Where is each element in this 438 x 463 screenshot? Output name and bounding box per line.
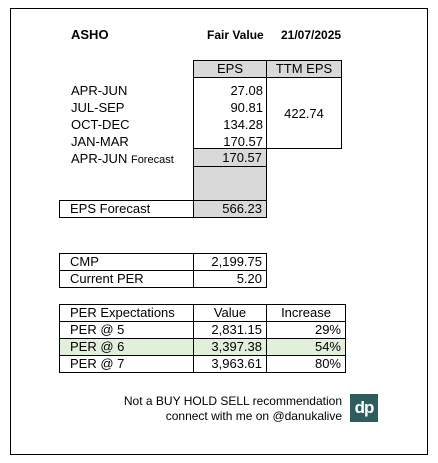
forecast-quarter-main: APR-JUN	[71, 151, 128, 166]
quarter-label: APR-JUN	[71, 83, 128, 98]
ticker-title: ASHO	[71, 27, 109, 42]
ttm-eps-box	[266, 77, 342, 149]
quarter-label: JAN-MAR	[71, 134, 129, 149]
per-expectations-header: PER Expectations	[59, 304, 194, 322]
quarter-label: OCT-DEC	[71, 117, 130, 132]
ttm-eps-value: 422.74	[284, 106, 324, 121]
forecast-suffix: Forecast	[130, 154, 174, 166]
report-date: 21/07/2025	[281, 28, 342, 42]
report-frame	[10, 8, 428, 455]
per-row-value: 3,963.61	[193, 355, 267, 373]
cmp-label: CMP	[59, 253, 194, 271]
current-per-label: Current PER	[59, 270, 194, 288]
quarter-eps-value: 134.28	[223, 117, 263, 132]
per-row-value: 3,397.38	[193, 338, 267, 356]
forecast-quarter-label: APR-JUN Forecast	[71, 151, 174, 166]
value-column-header: Value	[193, 304, 267, 322]
contact-text: connect with me on @danukalive	[165, 409, 342, 423]
quarter-eps-value: 90.81	[230, 100, 263, 115]
increase-column-header: Increase	[266, 304, 346, 322]
per-row-increase: 80%	[266, 355, 346, 373]
per-row-label: PER @ 5	[59, 321, 194, 339]
fair-value-label: Fair Value	[207, 28, 264, 42]
per-row-label: PER @ 6	[59, 338, 194, 356]
cmp-value: 2,199.75	[193, 253, 267, 271]
eps-column-header: EPS	[193, 60, 267, 78]
current-per-value: 5.20	[193, 270, 267, 288]
disclaimer-text: Not a BUY HOLD SELL recommendation	[123, 394, 342, 408]
ttm-eps-column-header: TTM EPS	[266, 60, 342, 78]
quarter-eps-value: 27.08	[230, 83, 263, 98]
forecast-eps-value: 170.57	[193, 148, 267, 167]
quarter-label: JUL-SEP	[71, 100, 125, 115]
per-row-value: 2,831.15	[193, 321, 267, 339]
eps-forecast-value: 566.23	[193, 200, 267, 218]
quarter-eps-value: 170.57	[223, 134, 263, 149]
eps-forecast-label: EPS Forecast	[59, 200, 194, 218]
per-row-increase: 54%	[266, 338, 346, 356]
per-row-label: PER @ 7	[59, 355, 194, 373]
dp-logo: dp	[350, 394, 378, 422]
grey-spacer-block	[193, 166, 267, 201]
per-row-increase: 29%	[266, 321, 346, 339]
